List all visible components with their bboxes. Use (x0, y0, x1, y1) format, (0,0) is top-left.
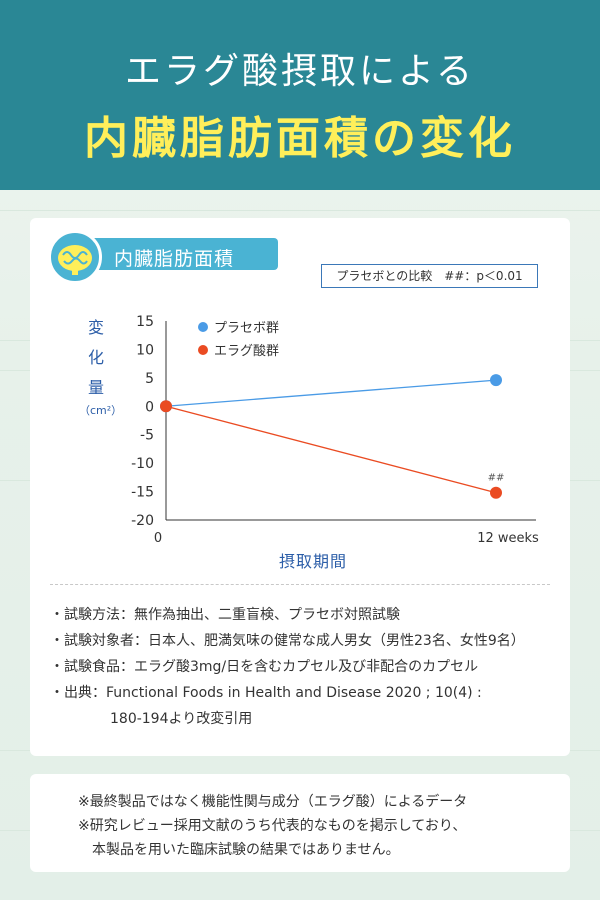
y-tick-label: 5 (145, 371, 154, 387)
note-method: ・試験方法：無作為抽出、二重盲検、プラセボ対照試験 (50, 607, 400, 623)
data-point (490, 486, 502, 499)
y-tick-label: 0 (145, 399, 154, 415)
tag-label: 内臓脂肪面積 (114, 248, 235, 270)
note-test-food: ・試験食品：エラグ酸3mg/日を含むカプセル及び非配合のカプセル (50, 659, 479, 675)
ylabel-char-1: 変 (88, 318, 105, 337)
y-tick-label: -20 (131, 513, 154, 529)
disclaimer-line-2: ※研究レビュー採用文献のうち代表的なものを掲示しており、 (78, 818, 467, 834)
legend-label: プラセボ群 (214, 321, 279, 336)
note-source-cont: 180-194より改変引用 (110, 711, 253, 727)
intestine-icon (48, 230, 102, 284)
x-tick-label: 12 weeks (477, 531, 539, 546)
comparison-note: プラセボとの比較 ##：p＜0.01 (321, 264, 538, 288)
data-point (490, 374, 502, 387)
ylabel-char-2: 化 (88, 348, 105, 367)
y-tick-label: -5 (140, 428, 154, 444)
note-subjects: ・試験対象者：日本人、肥満気味の健常な成人男女（男性23名、女性9名） (50, 633, 525, 649)
y-tick-label: -15 (131, 485, 154, 501)
x-tick-label: 0 (154, 531, 162, 546)
section-tag: 内臓脂肪面積 (48, 230, 278, 284)
y-tick-label: -10 (131, 456, 154, 472)
disclaimer-line-1: ※最終製品ではなく機能性関与成分（エラグ酸）によるデータ (78, 794, 468, 810)
ylabel-char-3: 量 (88, 378, 105, 397)
disclaimer-box: ※最終製品ではなく機能性関与成分（エラグ酸）によるデータ ※研究レビュー採用文献… (30, 774, 570, 872)
header-banner: エラグ酸摂取による 内臓脂肪面積の変化 (0, 0, 600, 190)
tag-bar (88, 238, 278, 270)
section-divider (50, 584, 550, 585)
legend-label: エラグ酸群 (214, 344, 279, 359)
legend-marker (198, 322, 208, 332)
significance-mark: ## (488, 473, 505, 484)
title-line-2: 内臓脂肪面積の変化 (84, 113, 516, 164)
y-tick-label: 15 (136, 314, 154, 330)
legend-marker (198, 345, 208, 355)
data-point (160, 400, 172, 413)
title-line-1: エラグ酸摂取による (125, 51, 475, 92)
y-tick-label: 10 (136, 342, 154, 358)
disclaimer-line-3: 本製品を用いた臨床試験の結果ではありません。 (92, 842, 400, 858)
ylabel-unit: （cm²） (79, 404, 123, 417)
note-source: ・出典：Functional Foods in Health and Disea… (50, 685, 482, 701)
study-notes: ・試験方法：無作為抽出、二重盲検、プラセボ対照試験 ・試験対象者：日本人、肥満気… (50, 606, 560, 736)
series-line-2 (165, 405, 497, 494)
x-axis-label: 摂取期間 (278, 552, 347, 571)
series-line-1 (165, 379, 497, 407)
chart-card: 内臓脂肪面積 プラセボとの比較 ##：p＜0.01 変 化 量 （cm²） 15… (30, 218, 570, 756)
